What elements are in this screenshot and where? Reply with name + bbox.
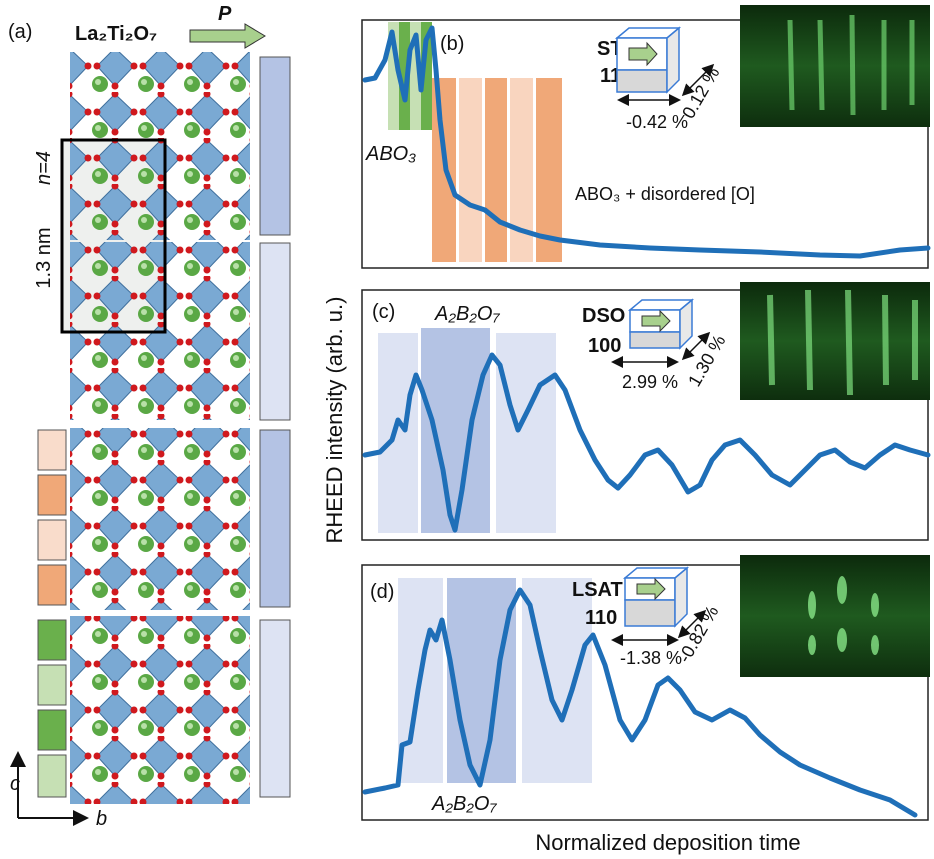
orientation: 100 [588, 335, 621, 357]
domain-bar [260, 620, 290, 797]
polarization-arrow [190, 24, 265, 48]
formula: La₂Ti₂O₇ [75, 23, 157, 45]
phase-label: A₂B₂O₇ [434, 303, 500, 325]
y-axis-label: RHEED intensity (arb. u.) [322, 297, 347, 544]
strain-y: 1.30 % [684, 331, 729, 390]
panel-label: (b) [440, 33, 464, 55]
substrate: LSAT [572, 579, 623, 601]
panel-label: (d) [370, 581, 394, 603]
thickness: 1.3 nm [33, 227, 55, 288]
orientation: 110 [585, 607, 617, 629]
axis-c: c [10, 773, 20, 795]
domain-bar [260, 430, 290, 607]
layer-square [38, 520, 66, 560]
substrate: DSO [582, 305, 625, 327]
crystal-block [70, 52, 250, 240]
layer-square [38, 755, 66, 797]
strain-arrows [614, 66, 712, 640]
layer-square [38, 475, 66, 515]
panel-label: (a) [8, 21, 32, 43]
domain-bar [260, 243, 290, 420]
domain-bar [260, 57, 290, 235]
panel-label: (c) [372, 301, 395, 323]
layer-square [38, 710, 66, 750]
strain-x: -1.38 % [620, 648, 682, 668]
layer-count: n=4 [33, 151, 55, 185]
phase-label: ABO₃ [365, 143, 416, 165]
layer-square [38, 665, 66, 705]
crystal-block [70, 616, 250, 804]
strain-x: -0.42 % [626, 112, 688, 132]
x-axis-label: Normalized deposition time [535, 830, 800, 855]
axis-b: b [96, 808, 107, 830]
layer-square [38, 620, 66, 660]
layer-square [38, 430, 66, 470]
phase-label: A₂B₂O₇ [431, 793, 497, 815]
strain-x: 2.99 % [622, 372, 678, 392]
figure: (a) La₂Ti₂O₇ P n=4 1.3 nm c b (b) ABO₃ A… [0, 0, 934, 859]
phase-label: ABO₃ + disordered [O] [575, 184, 755, 204]
layer-square [38, 565, 66, 605]
crystal-block [70, 428, 250, 610]
polarization-label: P [218, 3, 232, 25]
